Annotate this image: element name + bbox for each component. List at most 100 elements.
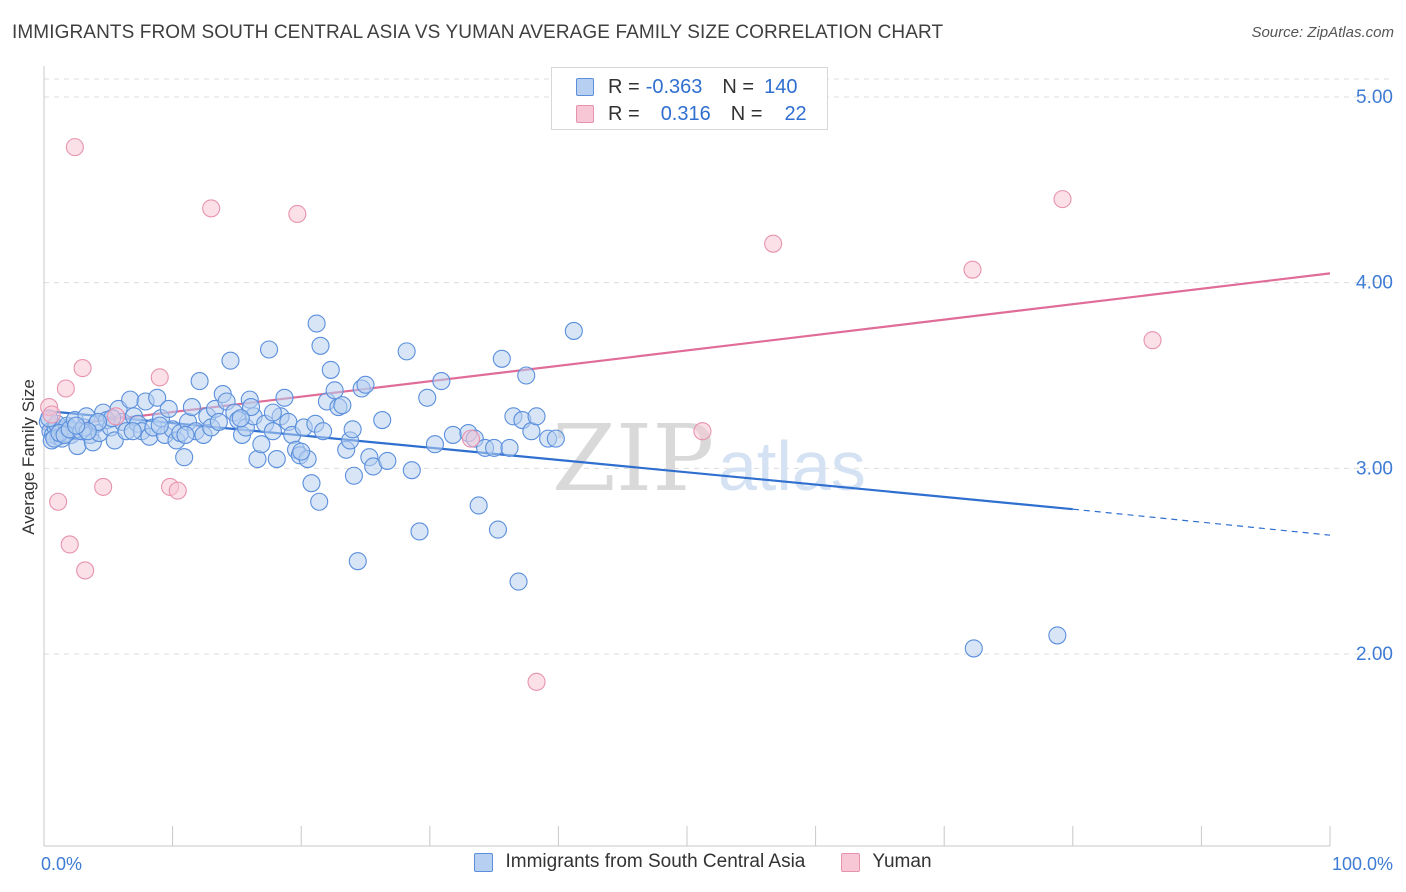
point-immigrants — [964, 639, 983, 658]
chart-title: IMMIGRANTS FROM SOUTH CENTRAL ASIA VS YU… — [12, 22, 944, 43]
y-tick-label: 2.00 — [1356, 644, 1393, 665]
point-immigrants — [121, 390, 140, 409]
point-immigrants — [488, 520, 508, 539]
point-immigrants — [378, 451, 397, 470]
legend-n-label: N = — [722, 75, 755, 98]
point-yuman — [963, 260, 982, 279]
point-yuman — [527, 672, 546, 691]
point-immigrants — [307, 314, 326, 333]
point-yuman — [76, 561, 95, 580]
point-immigrants — [209, 412, 228, 431]
point-yuman — [288, 204, 307, 224]
point-immigrants — [492, 349, 511, 368]
legend-row-immigrants: R = -0.363 N = 140 — [576, 74, 797, 100]
legend-r-label: R = — [608, 75, 640, 98]
legend-swatch-blue — [474, 852, 494, 872]
axes — [43, 66, 1331, 847]
point-immigrants — [263, 403, 282, 422]
series-legend: Immigrants from South Central Asia Yuman — [0, 851, 1406, 873]
point-yuman — [461, 429, 481, 448]
legend-item-yuman[interactable]: Yuman — [841, 851, 932, 873]
point-immigrants — [67, 416, 86, 435]
point-immigrants — [1048, 626, 1067, 645]
point-immigrants — [425, 435, 444, 454]
point-immigrants — [310, 492, 329, 511]
point-immigrants — [241, 398, 261, 417]
legend-item-immigrants[interactable]: Immigrants from South Central Asia — [474, 851, 805, 873]
point-yuman — [60, 535, 79, 554]
watermark-atlas: atlas — [718, 427, 866, 505]
point-immigrants — [252, 435, 271, 454]
point-immigrants — [150, 416, 169, 435]
point-immigrants — [469, 496, 488, 515]
legend-r-value: -0.363 — [645, 75, 703, 98]
x-tick-label-end: 100.0% — [1332, 854, 1393, 874]
point-immigrants — [123, 422, 142, 441]
point-immigrants — [333, 396, 352, 415]
point-immigrants — [418, 388, 437, 407]
point-immigrants — [325, 381, 344, 400]
point-yuman — [1143, 331, 1162, 350]
point-immigrants — [221, 351, 240, 370]
point-immigrants — [564, 321, 583, 340]
point-immigrants — [517, 366, 536, 385]
point-yuman — [73, 359, 92, 378]
legend-n-value: 22 — [784, 102, 807, 125]
legend-label-yuman: Yuman — [872, 851, 932, 872]
point-immigrants — [159, 399, 178, 418]
watermark: ZIP atlas — [552, 405, 866, 512]
point-immigrants — [302, 474, 321, 493]
point-yuman — [106, 407, 126, 426]
legend-r-value: 0.316 — [660, 102, 711, 125]
point-yuman — [202, 199, 221, 218]
point-immigrants — [263, 422, 282, 441]
y-tick-label: 4.00 — [1356, 273, 1393, 294]
point-immigrants — [231, 409, 250, 428]
series-yuman-points — [40, 138, 1162, 691]
point-immigrants — [176, 425, 195, 444]
point-yuman — [150, 368, 169, 387]
trendline-immigrants-extension — [1072, 508, 1331, 536]
point-immigrants — [410, 522, 429, 541]
point-immigrants — [344, 466, 363, 485]
point-immigrants — [402, 461, 421, 480]
legend-label-immigrants: Immigrants from South Central Asia — [505, 851, 806, 872]
point-immigrants — [314, 422, 333, 441]
point-yuman — [94, 477, 113, 496]
point-immigrants — [182, 398, 201, 417]
point-yuman — [56, 379, 75, 398]
point-immigrants — [397, 342, 416, 361]
point-immigrants — [443, 425, 462, 444]
y-tick-labels: 2.00 3.00 4.00 5.00 — [1356, 87, 1393, 665]
legend-row-yuman: R = 0.316 N = 22 — [576, 101, 807, 127]
legend-swatch-blue — [576, 78, 594, 96]
point-immigrants — [292, 442, 311, 461]
gridlines — [44, 78, 1394, 655]
point-immigrants — [373, 411, 392, 430]
correlation-legend: R = -0.363 N = 140 R = 0.316 N = 22 — [551, 67, 828, 130]
point-immigrants — [267, 449, 286, 469]
point-yuman — [168, 481, 187, 500]
legend-swatch-pink — [841, 852, 861, 872]
point-immigrants — [259, 340, 279, 359]
point-yuman — [42, 405, 61, 424]
point-immigrants — [321, 360, 340, 379]
point-yuman — [1053, 190, 1072, 209]
legend-r-label: R = — [608, 102, 640, 125]
point-immigrants — [190, 372, 209, 391]
y-tick-label: 3.00 — [1356, 458, 1393, 479]
point-immigrants — [546, 429, 565, 448]
point-immigrants — [348, 552, 367, 571]
source-label: Source: ZipAtlas.com — [1251, 24, 1394, 41]
legend-n-label: N = — [730, 102, 763, 125]
point-immigrants — [343, 420, 362, 439]
legend-n-value: 140 — [764, 75, 798, 98]
point-immigrants — [509, 572, 528, 591]
point-immigrants — [148, 388, 167, 407]
point-immigrants — [485, 438, 504, 457]
point-immigrants — [275, 388, 294, 407]
y-axis-label: Average Family Size — [19, 379, 38, 535]
point-yuman — [764, 234, 783, 253]
point-immigrants — [311, 336, 330, 355]
